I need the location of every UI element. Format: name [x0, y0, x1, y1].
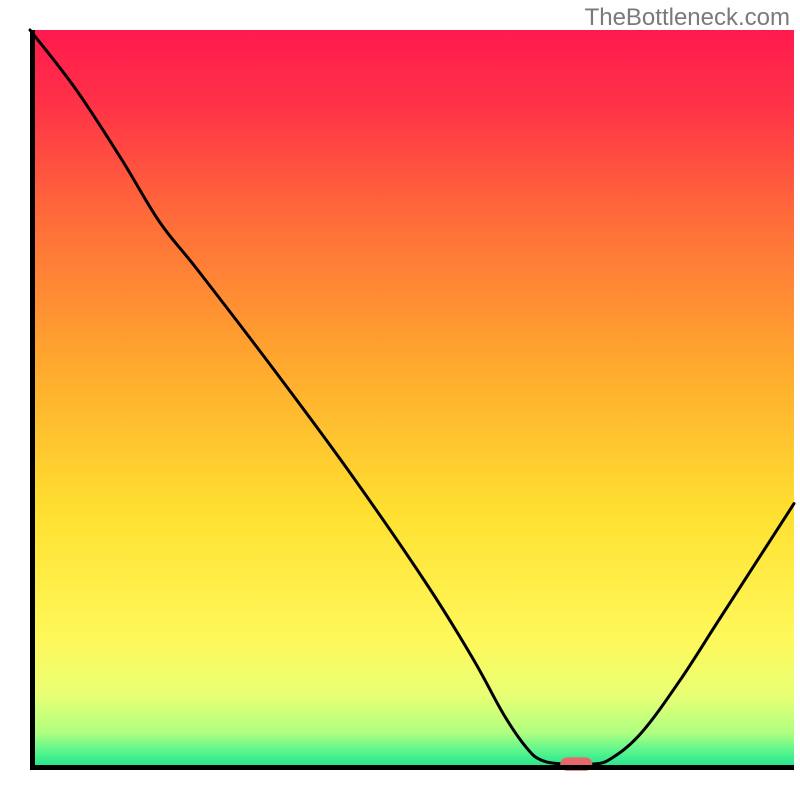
- chart-canvas: [0, 0, 800, 800]
- bottleneck-chart: TheBottleneck.com: [0, 0, 800, 800]
- gradient-background: [30, 30, 794, 770]
